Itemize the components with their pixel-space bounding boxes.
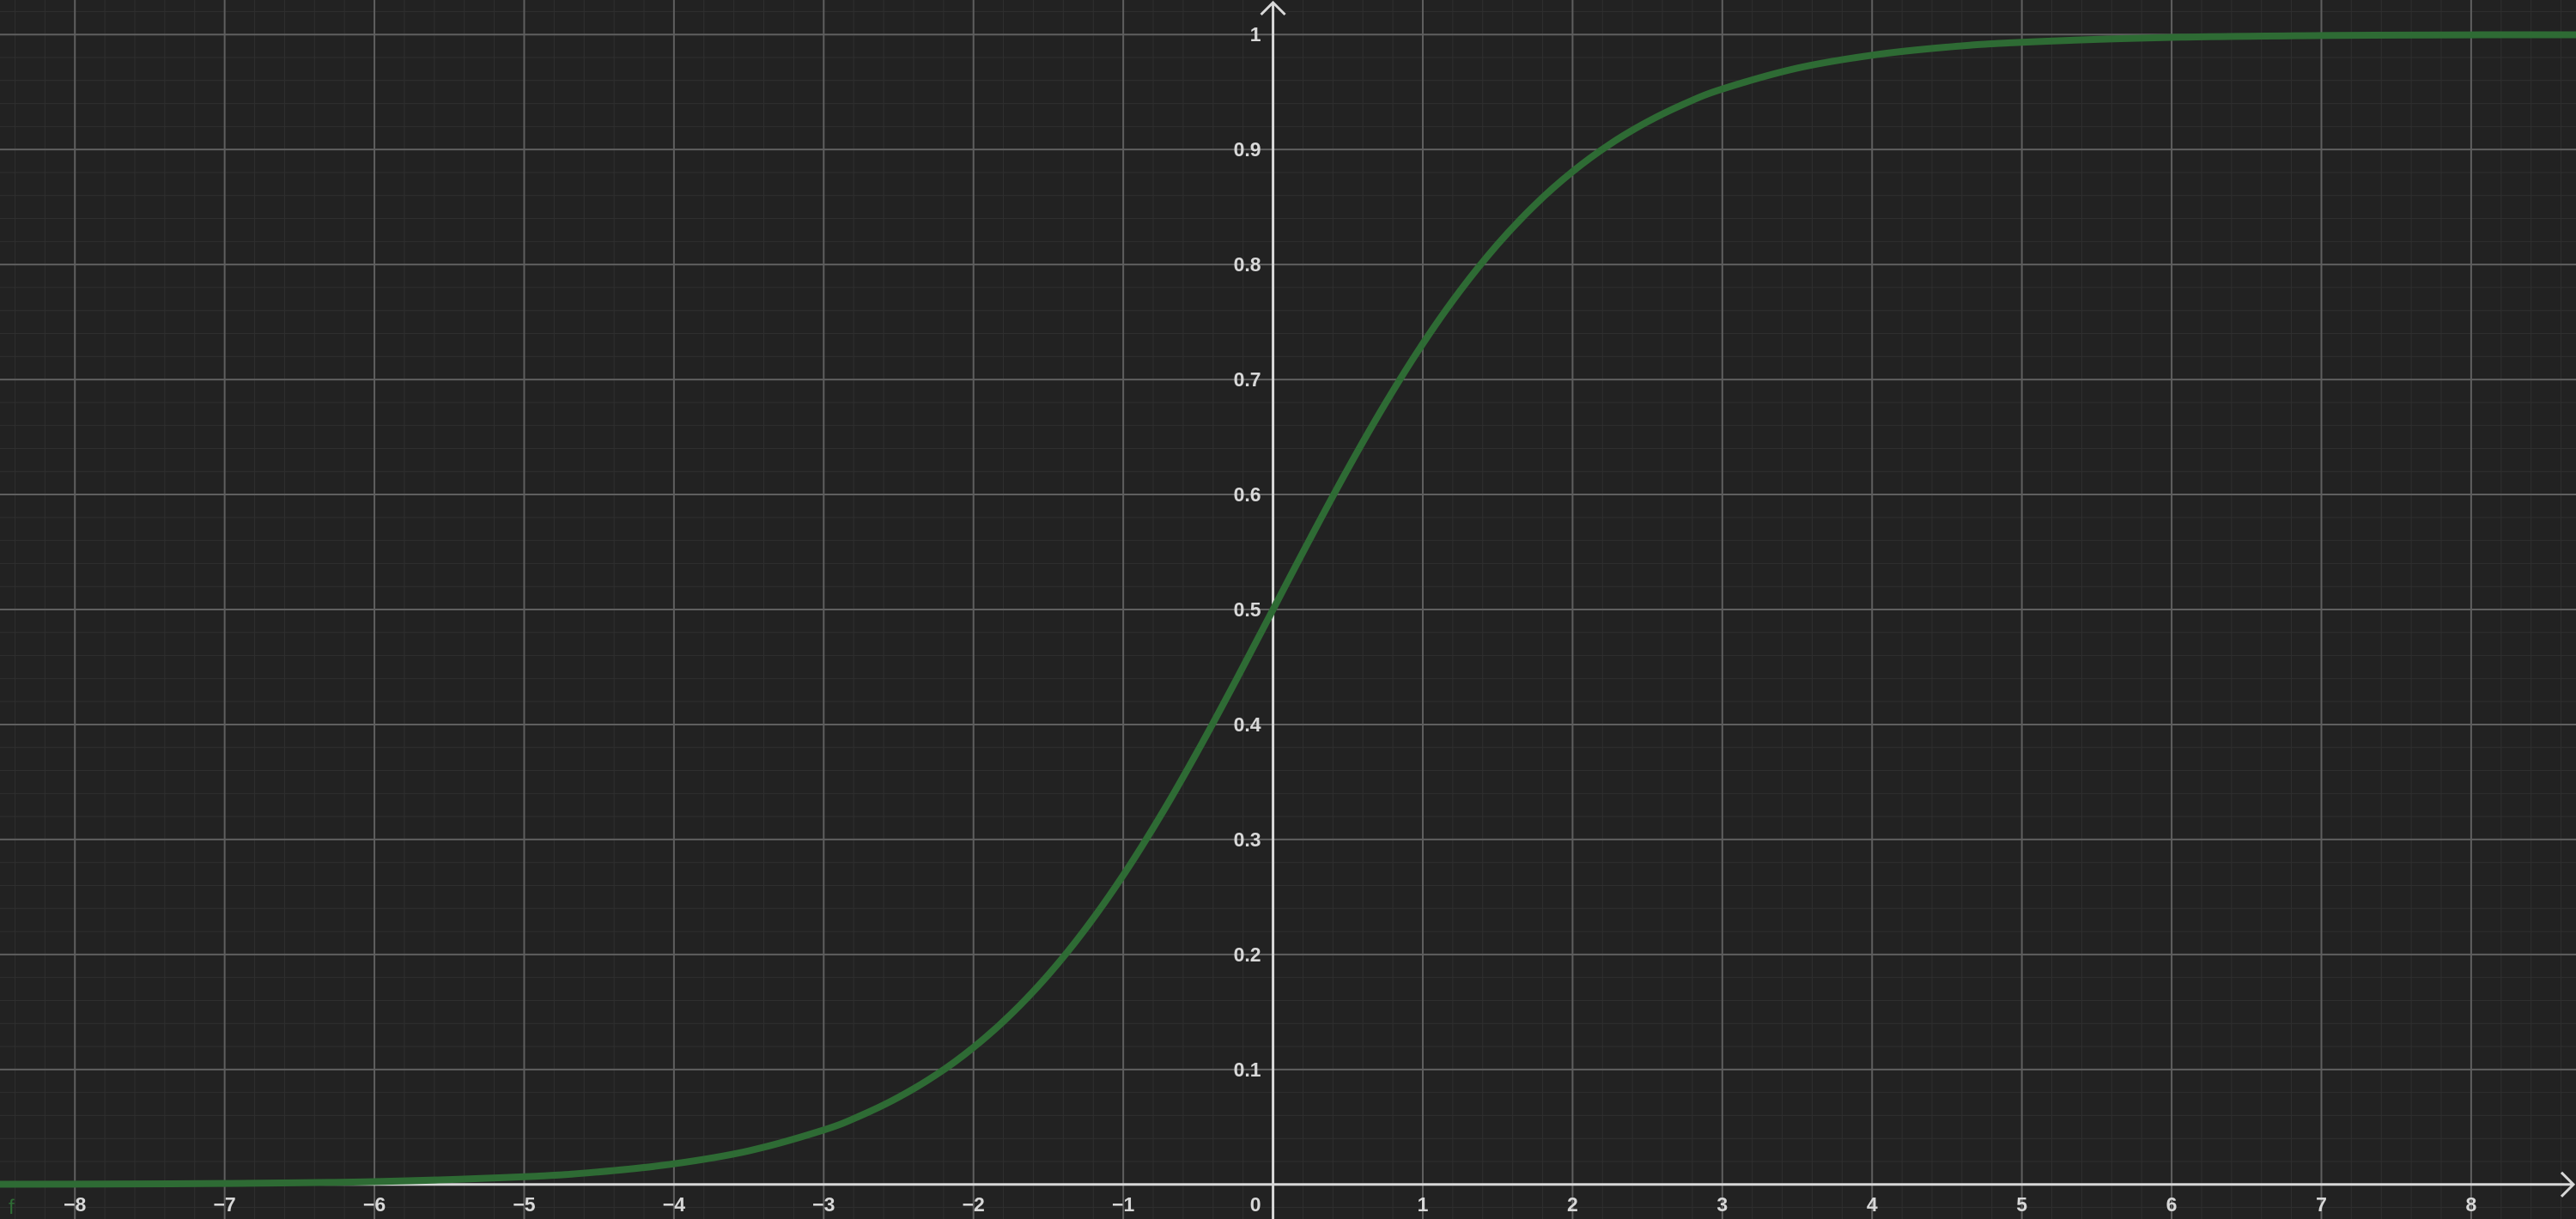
y-axis-arrow-icon: [1260, 0, 1286, 16]
y-tick-label: 0.7: [1234, 368, 1261, 391]
x-tick-label: −8: [64, 1193, 86, 1216]
x-tick-label: −5: [513, 1193, 535, 1216]
y-tick-label: 0.9: [1234, 138, 1261, 161]
curve-label: f: [9, 1196, 15, 1219]
x-tick-label: 3: [1716, 1193, 1728, 1216]
x-tick-label: −1: [1112, 1193, 1134, 1216]
sigmoid-curve[interactable]: [0, 31, 2576, 1188]
y-tick-label: 0.6: [1234, 483, 1261, 506]
x-tick-label: 2: [1567, 1193, 1578, 1216]
y-tick-label: 0.4: [1234, 713, 1261, 736]
x-axis-arrow-icon: [2560, 1171, 2576, 1198]
y-tick-label: 0.3: [1234, 828, 1261, 851]
x-tick-label: 0: [1250, 1193, 1261, 1216]
y-tick-label: 0.2: [1234, 943, 1261, 966]
x-tick-label: 6: [2166, 1193, 2178, 1216]
y-tick-label: 0.5: [1234, 598, 1261, 621]
x-tick-label: −6: [363, 1193, 386, 1216]
x-tick-label: −2: [963, 1193, 985, 1216]
y-tick-label: 1: [1250, 23, 1261, 45]
x-tick-label: −4: [663, 1193, 685, 1216]
x-tick-label: 4: [1867, 1193, 1878, 1216]
x-tick-label: 7: [2316, 1193, 2327, 1216]
y-tick-label: 0.1: [1234, 1058, 1261, 1081]
y-tick-labels: 0.1 0.2 0.3 0.4 0.5 0.6 0.7 0.8 0.9 1: [1234, 23, 1261, 1081]
x-tick-label: −3: [812, 1193, 835, 1216]
x-tick-labels: −8 −7 −6 −5 −4 −3 −2 −1 0 1 2 3 4 5 6 7 8: [64, 1193, 2476, 1216]
x-tick-label: 5: [2016, 1193, 2027, 1216]
x-tick-label: 1: [1418, 1193, 1429, 1216]
y-tick-label: 0.8: [1234, 253, 1261, 276]
x-tick-label: 8: [2466, 1193, 2477, 1216]
x-tick-label: −7: [214, 1193, 236, 1216]
